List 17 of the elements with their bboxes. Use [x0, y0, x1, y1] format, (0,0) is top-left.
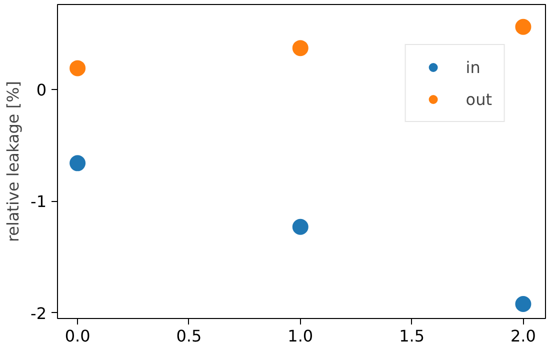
- point: [70, 60, 86, 76]
- point: [515, 18, 532, 35]
- x-tick-label: 1.5: [399, 326, 425, 344]
- y-tick-label: 0: [36, 80, 47, 100]
- x-tick-label: 0.0: [64, 326, 90, 344]
- point: [292, 40, 308, 56]
- y-tick-label: -2: [30, 304, 46, 323]
- x-tick-label: 2.0: [510, 326, 536, 344]
- y-tick-label: -1: [30, 192, 46, 212]
- point: [70, 155, 86, 172]
- point: [292, 218, 308, 235]
- legend-label: in: [466, 58, 482, 76]
- x-tick-label: 1.0: [288, 326, 314, 344]
- y-axis-title: relative leakage [%]: [4, 80, 23, 242]
- point: [515, 296, 532, 312]
- legend-label: out: [466, 90, 492, 108]
- x-tick-label: 0.5: [176, 326, 202, 344]
